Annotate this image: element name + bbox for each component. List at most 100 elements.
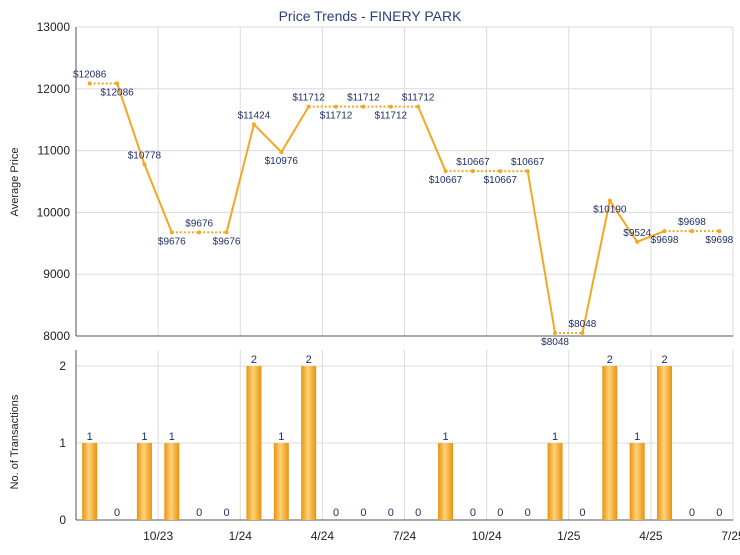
price-data-label: $9676	[158, 236, 186, 247]
price-point	[689, 229, 694, 234]
price-data-label: $10667	[429, 175, 463, 186]
transaction-count-label: 1	[141, 431, 147, 443]
transaction-count-label: 1	[278, 431, 284, 443]
transactions-panel: 0 1 2 10/23 1/24 4/24 7/24 10/24 1/25 4/25 7/25 1 0 1…	[59, 350, 740, 543]
transaction-bar	[602, 366, 618, 520]
price-point	[197, 230, 202, 235]
transaction-count-label: 2	[251, 354, 257, 366]
transaction-count-label: 0	[415, 507, 421, 519]
price-y-axis-label: Average Price	[9, 148, 21, 217]
price-data-label: $8048	[569, 319, 597, 330]
price-data-label: $9676	[213, 236, 241, 247]
transaction-count-label: 0	[224, 507, 230, 519]
x-tick-label: 1/24	[229, 529, 253, 543]
x-tick-label: 7/24	[393, 529, 417, 543]
price-line-segment	[253, 123, 283, 153]
price-data-label: $10976	[265, 156, 299, 167]
transaction-count-label: 1	[87, 431, 93, 443]
price-data-label: $10667	[511, 157, 545, 168]
price-data-label: $11424	[238, 110, 271, 121]
price-point	[607, 198, 612, 203]
price-data-label: $11712	[402, 93, 435, 104]
price-line-segment	[417, 106, 447, 172]
transaction-bar	[246, 366, 262, 520]
price-data-label: $10778	[128, 150, 162, 161]
price-point	[525, 169, 530, 174]
price-point	[251, 122, 256, 127]
price-data-label: $10667	[456, 157, 490, 168]
transaction-bar	[629, 443, 645, 520]
x-tick-label: 1/25	[557, 529, 581, 543]
price-data-label: $8048	[541, 337, 569, 348]
price-y-tick-label: 13000	[37, 20, 71, 34]
price-data-label: $9698	[678, 217, 706, 228]
price-line-segment	[116, 83, 146, 165]
price-point	[470, 169, 475, 174]
price-point	[306, 104, 311, 109]
transaction-count-label: 1	[634, 431, 640, 443]
price-data-label: $11712	[347, 93, 380, 104]
x-tick-label: 10/23	[143, 529, 173, 543]
price-line-segment	[143, 163, 173, 233]
transaction-count-label: 0	[196, 507, 202, 519]
price-data-label: $9698	[705, 235, 733, 246]
x-tick-label: 10/24	[472, 529, 502, 543]
price-point	[388, 104, 393, 109]
price-data-label: $9698	[651, 235, 679, 246]
price-data-label: $11712	[320, 111, 353, 122]
price-point	[717, 229, 722, 234]
x-tick-label: 7/25	[721, 529, 740, 543]
price-point	[416, 104, 421, 109]
transaction-count-label: 0	[470, 507, 476, 519]
chart-title: Price Trends - FINERY PARK	[279, 8, 462, 24]
price-line-segment	[636, 230, 665, 243]
price-point	[443, 169, 448, 174]
price-y-tick-label: 12000	[37, 82, 71, 96]
price-point	[498, 169, 503, 174]
price-data-label: $10190	[593, 205, 627, 216]
price-y-tick-label: 8000	[43, 329, 70, 343]
transaction-count-label: 1	[552, 431, 558, 443]
price-line-segment	[526, 171, 557, 334]
transaction-count-label: 0	[114, 507, 120, 519]
transaction-bar	[82, 443, 98, 520]
price-data-label: $12086	[100, 87, 134, 98]
price-point	[279, 150, 284, 155]
transaction-count-label: 2	[662, 354, 668, 366]
x-tick-label: 4/24	[311, 529, 335, 543]
price-line-segment	[608, 200, 639, 243]
x-tick-label: 4/25	[639, 529, 663, 543]
transaction-count-label: 1	[169, 431, 175, 443]
price-point	[87, 81, 92, 86]
transaction-count-label: 0	[360, 507, 366, 519]
transaction-count-label: 2	[306, 354, 312, 366]
transaction-bar	[657, 366, 673, 520]
price-panel: 8000 9000 10000 11000 12000 13000 $12086 $12086…	[37, 20, 734, 348]
price-point	[224, 230, 229, 235]
transaction-bar	[438, 443, 454, 520]
price-point	[635, 239, 640, 244]
transaction-count-label: 0	[333, 507, 339, 519]
transactions-y-tick-label: 1	[59, 436, 66, 450]
price-point	[553, 331, 558, 336]
price-y-tick-label: 11000	[38, 144, 71, 158]
transaction-bar	[164, 443, 180, 520]
transaction-count-label: 0	[497, 507, 503, 519]
price-data-label: $9524	[623, 228, 651, 239]
transaction-count-label: 0	[716, 507, 722, 519]
transaction-count-label: 1	[443, 431, 449, 443]
price-line-segment	[280, 106, 310, 153]
transaction-bar	[273, 443, 289, 520]
transactions-y-tick-label: 2	[59, 359, 66, 373]
transactions-y-tick-label: 0	[59, 513, 66, 527]
price-data-label: $10667	[484, 175, 518, 186]
transaction-count-label: 0	[689, 507, 695, 519]
transaction-count-label: 0	[579, 507, 585, 519]
transaction-count-label: 0	[388, 507, 394, 519]
price-point	[361, 104, 366, 109]
price-line-segment	[581, 200, 611, 334]
transaction-count-label: 2	[607, 354, 613, 366]
price-point	[580, 331, 585, 336]
